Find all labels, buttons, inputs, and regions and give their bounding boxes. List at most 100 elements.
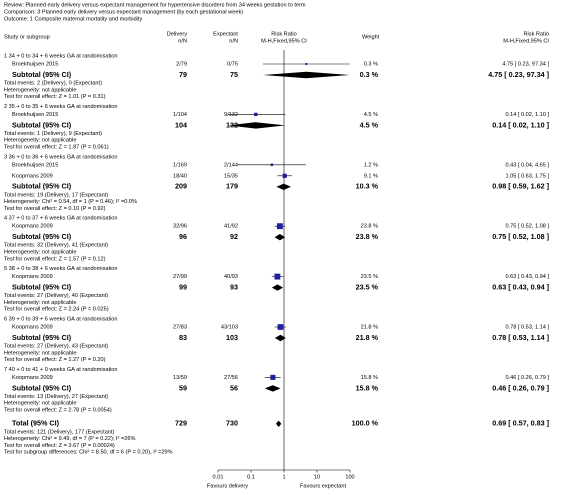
note: Heterogeneity: not applicable	[4, 350, 76, 356]
pooled-diamond	[264, 385, 281, 392]
expectant: 132	[226, 120, 238, 129]
weight: 1.2 %	[364, 162, 378, 168]
col-weight: Weight	[362, 34, 380, 40]
pooled-diamond	[271, 284, 284, 291]
ci-label: 0.75 [ 0.52, 1.08 ]	[492, 232, 549, 241]
effect-square	[305, 63, 308, 65]
ci-label: 0.69 [ 0.57, 0.83 ]	[492, 419, 549, 428]
delivery: 13/59	[173, 375, 187, 381]
weight: 15.8 %	[356, 383, 379, 392]
expectant: 730	[226, 419, 238, 428]
row-label: Broekhuijsen 2015	[12, 61, 58, 67]
weight: 23.5 %	[361, 274, 378, 280]
col-delivery-sub: n/N	[178, 38, 187, 44]
weight: 23.8 %	[356, 232, 379, 241]
effect-square	[270, 163, 274, 167]
favours-right: Favours expectant	[300, 483, 346, 489]
pooled-diamond	[262, 71, 350, 79]
expectant: 179	[226, 182, 238, 191]
weight: 23.8 %	[361, 224, 378, 230]
row-label: Broekhuijsen 2015	[12, 162, 58, 168]
weight: 0.3 %	[364, 61, 378, 67]
expectant: 75	[230, 70, 238, 79]
row-label: Subtotal (95% CI)	[12, 283, 72, 292]
weight: 9.1 %	[364, 173, 378, 179]
weight: 21.8 %	[356, 333, 379, 342]
note: Test for overall effect: Z = 1.57 (P = 0…	[4, 256, 106, 262]
col-ratio: Risk Ratio	[524, 31, 550, 37]
delivery: 99	[179, 283, 187, 292]
note: Test for overall effect: Z = 2.78 (P = 0…	[4, 407, 112, 413]
col-plot-sub: M-H,Fixed,95% CI	[261, 38, 307, 44]
effect-square	[276, 223, 283, 230]
delivery: 96	[179, 232, 187, 241]
note: Test for overall effect: Z = 1.87 (P = 0…	[4, 144, 109, 150]
ci-label: 0.98 [ 0.59, 1.62 ]	[492, 182, 549, 191]
pooled-diamond	[227, 122, 286, 129]
expectant: 93	[230, 283, 238, 292]
note: Heterogeneity: not applicable	[4, 249, 76, 255]
delivery: 32/96	[173, 224, 187, 230]
col-ratio-sub: M-H,Fixed,95% CI	[503, 38, 549, 44]
weight: 0.3 %	[360, 70, 379, 79]
note: Total events: 32 (Delivery), 41 (Expecta…	[4, 243, 108, 249]
note: Test for overall effect: Z = 3.67 (P = 0…	[4, 443, 115, 449]
note: Heterogeneity: not applicable	[4, 138, 76, 144]
effect-square	[270, 374, 276, 380]
expectant: 2/144	[224, 162, 238, 168]
weight: 10.3 %	[356, 182, 379, 191]
effect-square	[277, 324, 284, 330]
ci-label: 1.05 [ 0.63, 1.75 ]	[505, 173, 549, 179]
note: Heterogeneity: not applicable	[4, 401, 76, 407]
row-label: Subtotal (95% CI)	[12, 383, 72, 392]
note: Heterogeneity: Chi² = 0.54, df = 1 (P = …	[4, 199, 137, 205]
delivery: 1/169	[173, 162, 187, 168]
comparison: Comparison: 3 Planned early delivery ver…	[4, 9, 243, 15]
row-label: Subtotal (95% CI)	[12, 120, 72, 129]
note: Total events: 121 (Delivery), 177 (Expec…	[4, 429, 115, 435]
row-label: Subtotal (95% CI)	[12, 70, 72, 79]
note: Total events: 13 (Delivery), 27 (Expecta…	[4, 394, 108, 400]
delivery: 729	[175, 419, 187, 428]
weight: 100.0 %	[352, 419, 379, 428]
weight: 4.5 %	[364, 112, 378, 118]
x-tick-label: 100	[345, 474, 354, 480]
note: Test for overall effect: Z = 1.01 (P = 0…	[4, 94, 106, 100]
subgroup-title: 4 37 + 0 to 37 + 6 weeks GA at randomisa…	[4, 216, 118, 222]
ci-label: 0.75 [ 0.52, 1.08 ]	[505, 224, 549, 230]
effect-square	[254, 112, 258, 117]
expectant: 9/132	[224, 112, 238, 118]
expectant: 56	[230, 383, 238, 392]
row-label: Koopmans 2009	[12, 324, 53, 330]
col-plot: Risk Ratio	[271, 31, 297, 37]
ci-label: 0.78 [ 0.53, 1.14 ]	[492, 333, 549, 342]
note: Total events: 19 (Delivery), 17 (Expecta…	[4, 192, 108, 198]
note: Total events: 2 (Delivery), 0 (Expectant…	[4, 80, 102, 86]
delivery: 18/40	[173, 173, 187, 179]
review: Review: Planned early delivery versus ex…	[4, 2, 306, 8]
delivery: 27/99	[173, 274, 187, 280]
outcome: Outcome: 1 Composite maternal mortality …	[4, 16, 143, 22]
ci-label: 0.46 [ 0.26, 0.79 ]	[505, 375, 549, 381]
subgroup-title: 6 39 + 0 to 39 + 6 weeks GA at randomisa…	[4, 316, 118, 322]
expectant: 43/103	[221, 324, 238, 330]
delivery: 2/79	[176, 61, 187, 67]
note: Heterogeneity: not applicable	[4, 87, 76, 93]
pooled-diamond	[274, 234, 286, 241]
col-expectant: Expectant	[213, 31, 238, 37]
expectant: 103	[226, 333, 238, 342]
note: Heterogeneity: Chi² = 9.49, df = 7 (P = …	[4, 436, 135, 442]
note: Test for overall effect: Z = 0.10 (P = 0…	[4, 206, 106, 212]
subgroup-title: 2 35 + 0 to 35 + 6 weeks GA at randomisa…	[4, 104, 118, 110]
note: Heterogeneity: not applicable	[4, 300, 76, 306]
expectant: 40/93	[224, 274, 238, 280]
weight: 15.8 %	[361, 375, 378, 381]
note: Test for subgroup differences: Chi² = 8.…	[4, 450, 173, 456]
delivery: 83	[179, 333, 187, 342]
delivery: 209	[175, 182, 187, 191]
effect-square	[282, 173, 287, 178]
row-label: Koopmans 2009	[12, 173, 53, 179]
expectant: 41/92	[224, 224, 238, 230]
expectant: 0/75	[227, 61, 238, 67]
